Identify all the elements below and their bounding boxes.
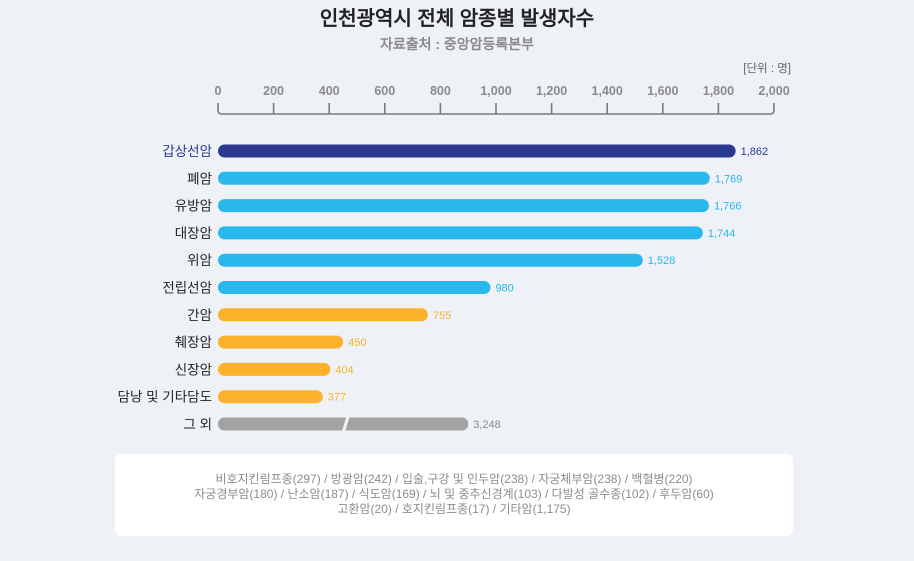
bar — [218, 390, 323, 404]
value-label: 1,528 — [648, 255, 676, 267]
x-tick-label: 1,600 — [647, 84, 678, 98]
bar — [218, 171, 710, 185]
category-label: 갑상선암 — [162, 144, 212, 159]
category-label: 담낭 및 기타담도 — [118, 390, 212, 405]
x-tick-label: 1,400 — [592, 84, 623, 98]
bar-chart: 0 200 400 600 800 1,000 1,200 1,400 1,600 1,800 2,… — [118, 84, 790, 432]
value-label: 377 — [328, 392, 346, 404]
x-tick-label: 0 — [215, 84, 222, 98]
value-label: 1,744 — [708, 228, 736, 240]
bar — [218, 144, 736, 158]
bar — [218, 199, 709, 213]
unit-label: [단위 : 명] — [743, 63, 791, 75]
bar — [218, 253, 643, 267]
category-label: 전립선암 — [162, 281, 212, 296]
note-line-1: 비호지킨림프종(297) / 방광암(242) / 입술,구강 및 인두암(23… — [215, 472, 693, 486]
value-label: 1,769 — [715, 173, 743, 185]
value-label: 755 — [433, 310, 451, 322]
x-tick-label: 2,000 — [758, 84, 789, 98]
value-label: 1,766 — [714, 201, 742, 213]
bar — [218, 226, 703, 240]
bar — [218, 308, 428, 322]
bar — [218, 417, 347, 431]
x-tick-label: 200 — [263, 84, 284, 98]
note-line-3: 고환암(20) / 호지킨림프종(17) / 기타암(1,175) — [337, 502, 571, 516]
other-cancers-note: 비호지킨림프종(297) / 방광암(242) / 입술,구강 및 인두암(23… — [115, 454, 793, 536]
bar — [218, 335, 344, 349]
chart-title: 인천광역시 전체 암종별 발생자수 — [319, 8, 595, 30]
x-tick-label: 1,800 — [703, 84, 734, 98]
value-label: 450 — [348, 337, 366, 349]
value-label: 3,248 — [473, 419, 501, 431]
chart-subtitle: 자료출처 : 중앙암등록본부 — [379, 36, 535, 52]
category-label: 대장암 — [175, 226, 212, 241]
x-tick-label: 1,000 — [480, 84, 511, 98]
value-label: 980 — [495, 283, 513, 295]
category-label: 그 외 — [183, 417, 212, 432]
x-tick-label: 1,200 — [536, 84, 567, 98]
x-tick-label: 400 — [319, 84, 340, 98]
bar — [218, 281, 491, 294]
category-label: 위암 — [187, 253, 212, 268]
category-label: 유방암 — [175, 199, 212, 214]
category-label: 간암 — [187, 308, 212, 323]
note-line-2: 자궁경부암(180) / 난소암(187) / 식도암(169) / 뇌 및 중… — [194, 487, 714, 501]
bar — [218, 362, 331, 376]
category-label: 폐암 — [187, 171, 212, 186]
value-label: 404 — [335, 364, 353, 376]
value-label: 1,862 — [741, 146, 769, 158]
category-label: 췌장암 — [175, 335, 212, 350]
x-tick-label: 800 — [430, 84, 451, 98]
x-tick-label: 600 — [374, 84, 395, 98]
category-label: 신장암 — [175, 362, 212, 377]
bar — [345, 417, 469, 431]
